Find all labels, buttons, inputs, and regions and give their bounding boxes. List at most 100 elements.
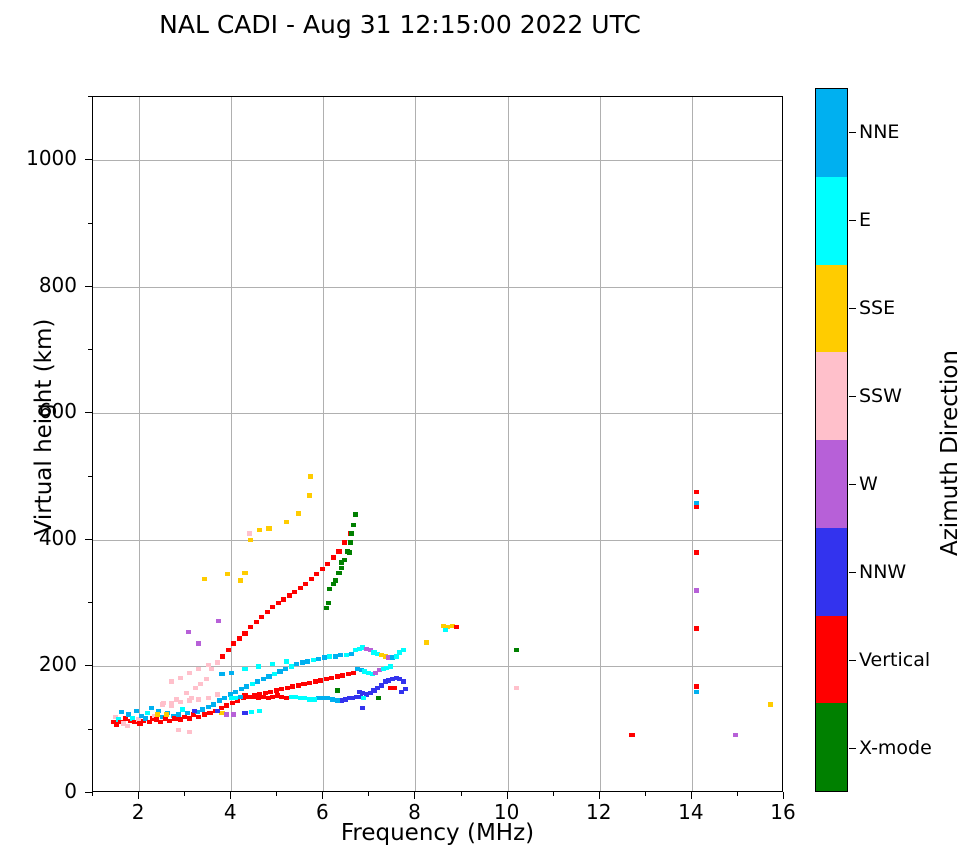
scatter-point <box>283 659 289 664</box>
scatter-point <box>256 695 262 701</box>
scatter-point <box>693 550 699 555</box>
scatter-point <box>224 703 230 708</box>
scatter-point <box>693 684 699 689</box>
scatter-point <box>380 666 386 672</box>
scatter-point <box>179 707 185 712</box>
scatter-point <box>312 679 318 684</box>
scatter-point <box>338 652 344 658</box>
scatter-point <box>224 712 230 717</box>
scatter-point <box>279 687 285 692</box>
scatter-point <box>306 697 313 702</box>
scatter-point <box>168 700 174 706</box>
scatter-point <box>629 732 635 737</box>
gridline-horizontal <box>93 666 782 668</box>
colorbar-tick <box>849 220 856 221</box>
scatter-point <box>360 690 366 696</box>
scatter-point <box>293 694 299 700</box>
scatter-point <box>356 689 362 694</box>
scatter-point <box>325 561 331 567</box>
colorbar-segment-nne[interactable] <box>816 89 847 177</box>
scatter-point <box>205 695 211 701</box>
gridline-vertical <box>507 97 509 791</box>
scatter-point <box>283 695 289 701</box>
scatter-point <box>196 714 202 720</box>
scatter-point <box>343 652 349 658</box>
scatter-point <box>334 688 340 693</box>
scatter-point <box>238 687 244 692</box>
azimuth-colorbar[interactable] <box>815 88 848 792</box>
scatter-point <box>440 623 446 629</box>
colorbar-segment-ssw[interactable] <box>816 352 847 440</box>
scatter-point <box>277 669 283 674</box>
colorbar-segment-e[interactable] <box>816 176 847 265</box>
colorbar-segment-x-mode[interactable] <box>816 703 847 791</box>
scatter-point <box>187 716 193 721</box>
plot-area[interactable] <box>92 96 783 792</box>
scatter-point <box>382 654 388 659</box>
scatter-point <box>139 713 145 718</box>
scatter-point <box>388 685 394 691</box>
scatter-point <box>266 674 272 679</box>
scatter-point <box>220 654 226 659</box>
scatter-point <box>301 681 307 687</box>
scatter-point <box>275 600 281 606</box>
scatter-point <box>449 623 455 629</box>
scatter-point <box>351 670 357 675</box>
scatter-point <box>211 702 217 707</box>
scatter-point <box>264 609 270 615</box>
colorbar-tick-label: NNW <box>859 561 907 583</box>
x-tick-label: 10 <box>493 800 520 824</box>
scatter-point <box>270 694 276 700</box>
y-tick <box>85 792 92 793</box>
y-tick-minor <box>88 349 92 351</box>
scatter-point <box>214 692 220 697</box>
scatter-point <box>187 670 193 675</box>
scatter-point <box>693 626 699 631</box>
x-tick-minor <box>736 792 738 796</box>
colorbar-tick <box>849 572 856 573</box>
scatter-point <box>219 671 225 677</box>
scatter-point <box>122 716 128 721</box>
y-tick-label: 600 <box>38 399 77 424</box>
scatter-point <box>323 676 329 682</box>
x-tick <box>230 792 232 799</box>
scatter-point <box>351 522 357 527</box>
scatter-point <box>168 703 174 708</box>
scatter-point <box>177 717 184 722</box>
scatter-point <box>256 664 262 669</box>
colorbar-segment-nnw[interactable] <box>816 527 847 616</box>
scatter-point <box>364 692 370 697</box>
scatter-point <box>248 625 254 630</box>
scatter-point <box>288 664 294 669</box>
scatter-point <box>339 698 345 703</box>
colorbar-tick-label: SSW <box>859 385 902 407</box>
scatter-point <box>330 697 336 702</box>
y-tick <box>85 159 92 161</box>
scatter-point <box>376 695 382 701</box>
scatter-point <box>345 671 351 677</box>
colorbar-segment-vertical[interactable] <box>816 615 847 704</box>
y-tick <box>85 538 92 540</box>
scatter-point <box>222 695 228 701</box>
scatter-point <box>347 540 353 545</box>
scatter-point <box>389 676 395 682</box>
scatter-point <box>321 655 327 660</box>
scatter-point <box>311 697 317 702</box>
scatter-point <box>391 685 397 691</box>
scatter-point <box>316 695 322 701</box>
gridline-vertical <box>323 97 325 791</box>
scatter-point <box>159 714 165 720</box>
y-tick-label: 0 <box>64 779 77 803</box>
scatter-point <box>266 526 272 531</box>
scatter-point <box>130 716 136 721</box>
scatter-point <box>367 647 373 653</box>
colorbar-segment-sse[interactable] <box>816 264 847 353</box>
scatter-point <box>767 702 773 707</box>
colorbar-segment-w[interactable] <box>816 440 847 528</box>
scatter-point <box>356 646 362 651</box>
scatter-point <box>177 675 184 681</box>
scatter-point <box>336 570 342 576</box>
x-tick-minor <box>460 792 462 796</box>
scatter-point <box>262 690 268 696</box>
scatter-point <box>134 708 140 713</box>
